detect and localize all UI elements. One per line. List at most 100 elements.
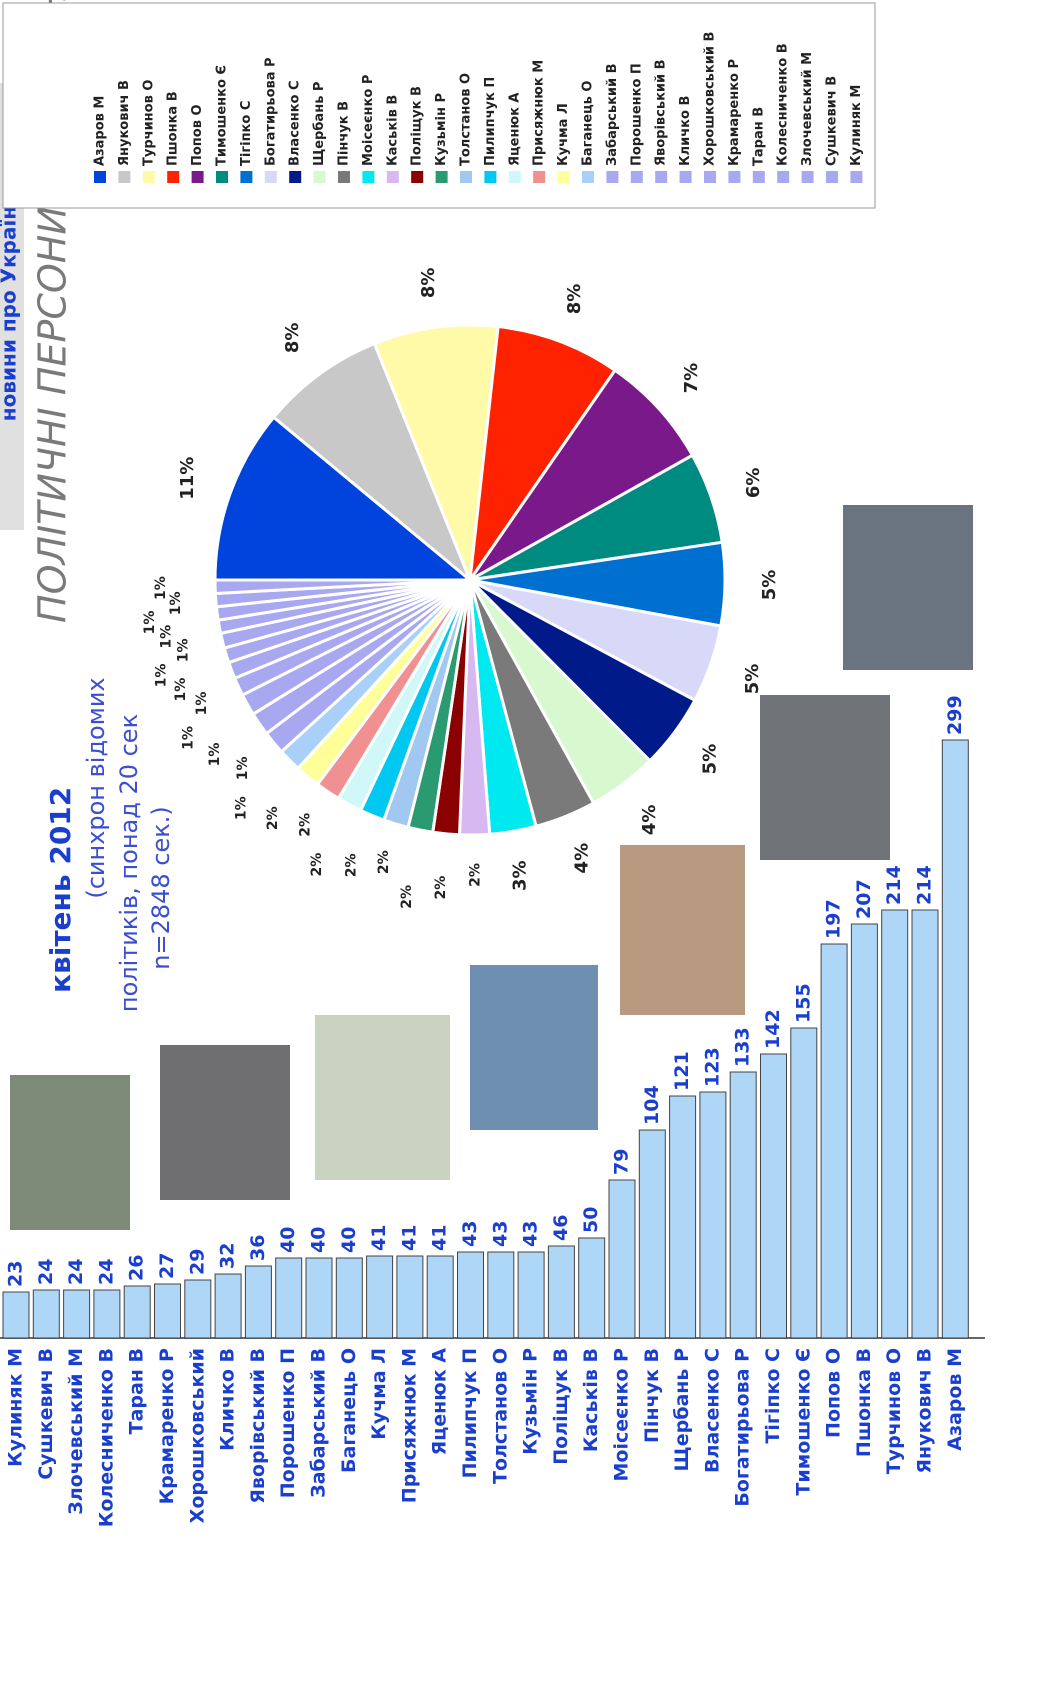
slice-label: 5%: [759, 570, 780, 601]
value-label: 27: [156, 1253, 178, 1279]
category-label: Присяжнюк М: [398, 1348, 420, 1503]
value-label: 36: [247, 1235, 269, 1261]
value-label: 41: [398, 1225, 420, 1251]
legend-swatch: [850, 171, 863, 183]
legend-swatch: [216, 171, 228, 183]
photo: [760, 695, 890, 860]
bar: [184, 1279, 212, 1339]
legend-label: Кузьмін Р: [434, 93, 449, 166]
category-label: Моісеєнко Р: [611, 1348, 633, 1482]
slice-label: 1%: [207, 743, 223, 767]
value-label: 155: [792, 983, 814, 1023]
value-label: 207: [853, 879, 875, 919]
legend-label: Пшонка В: [166, 91, 181, 166]
category-label: Колесниченко В: [95, 1348, 117, 1527]
value-label: 43: [459, 1221, 481, 1247]
pie-slice: [372, 323, 500, 581]
slide-content: новини про Україну ПОЛІТИЧНІ ПЕРСОНИ: СИ…: [0, 0, 985, 1527]
category-label: Попов О: [823, 1348, 845, 1438]
category-label: Хорошковський: [186, 1348, 208, 1523]
legend-label: Кучма Л: [556, 103, 571, 166]
legend-swatch: [704, 171, 716, 183]
bar: [850, 923, 878, 1339]
category-label: Кличко В: [217, 1348, 239, 1451]
category-label: Богатирьова Р: [732, 1348, 754, 1507]
slice-label: 7%: [681, 363, 702, 394]
value-label: 40: [308, 1227, 330, 1253]
category-label: Таран В: [126, 1348, 148, 1434]
bar: [820, 943, 848, 1339]
bar: [63, 1289, 91, 1339]
bar: [608, 1179, 636, 1339]
legend-label: Толстанов О: [459, 73, 474, 166]
category-label: Пшонка В: [853, 1348, 875, 1457]
legend-swatch: [801, 171, 814, 183]
category-label: Злочевський М: [65, 1348, 87, 1515]
note: політиків, понад 20 сек: [115, 714, 143, 1012]
legend-label: Пилипчук П: [483, 77, 498, 166]
legend-label: Поліщук В: [410, 86, 425, 166]
legend-label: Моісеєнко Р: [361, 75, 376, 166]
legend-swatch: [362, 171, 375, 183]
slice-label: 8%: [564, 284, 585, 315]
legend-swatch: [533, 171, 546, 183]
legend-swatch: [752, 171, 765, 183]
legend-swatch: [655, 171, 668, 183]
legend-label: Тігіпко С: [239, 101, 254, 166]
bar: [760, 1053, 787, 1339]
legend-swatch: [508, 171, 521, 183]
category-label: Янукович В: [914, 1348, 936, 1474]
bar: [426, 1255, 454, 1339]
bar: [729, 1071, 757, 1339]
slice-label: 2%: [467, 863, 483, 887]
bar: [396, 1255, 424, 1339]
pie-slice: [271, 341, 472, 582]
slice-label: 4%: [571, 843, 592, 874]
category-label: Яценюк А: [429, 1348, 451, 1456]
value-label: 142: [762, 1009, 784, 1049]
legend-swatch: [557, 171, 570, 183]
subtitle: квітень 2012: [44, 787, 77, 993]
legend-label: Пінчук В: [337, 101, 352, 166]
legend-label: Каськів В: [385, 95, 400, 166]
legend-label: Попов О: [190, 104, 205, 166]
bar: [638, 1129, 666, 1339]
category-label: Пінчук В: [641, 1348, 663, 1443]
legend-swatch: [460, 171, 472, 183]
bar: [487, 1251, 515, 1339]
slice-label: 3%: [510, 860, 531, 891]
bar: [123, 1285, 151, 1339]
legend-swatch: [94, 171, 106, 183]
bar: [911, 909, 939, 1339]
category-label: Пилипчук П: [459, 1348, 481, 1478]
slice-label: 2%: [343, 853, 359, 877]
legend-swatch: [289, 171, 302, 183]
slice-label: 1%: [194, 692, 210, 716]
value-label: 24: [35, 1259, 57, 1285]
value-label: 133: [732, 1027, 754, 1067]
value-label: 46: [550, 1215, 572, 1241]
bar: [305, 1257, 333, 1339]
legend-label: Баганець О: [581, 81, 596, 166]
legend-swatch: [679, 171, 692, 183]
value-label: 299: [944, 695, 966, 735]
category-label: Каськів В: [580, 1348, 602, 1452]
legend-label: Богатирьова Р: [263, 57, 278, 166]
legend-swatch: [777, 171, 790, 183]
bar: [699, 1091, 727, 1339]
bar: [941, 739, 969, 1339]
slice-label: 1%: [176, 638, 192, 662]
legend-swatch: [484, 171, 497, 183]
value-label: 79: [611, 1149, 633, 1175]
legend-label: Яценюк А: [507, 93, 522, 167]
legend-box: [2, 2, 876, 209]
value-label: 121: [671, 1051, 693, 1091]
legend-swatch: [264, 171, 277, 183]
slice-label: 2%: [376, 850, 392, 874]
bar: [214, 1273, 242, 1339]
value-label: 29: [186, 1249, 208, 1275]
legend-swatch: [728, 171, 741, 183]
slice-label: 1%: [180, 726, 196, 750]
legend-swatch: [240, 171, 253, 183]
slice-label: 5%: [700, 744, 721, 775]
